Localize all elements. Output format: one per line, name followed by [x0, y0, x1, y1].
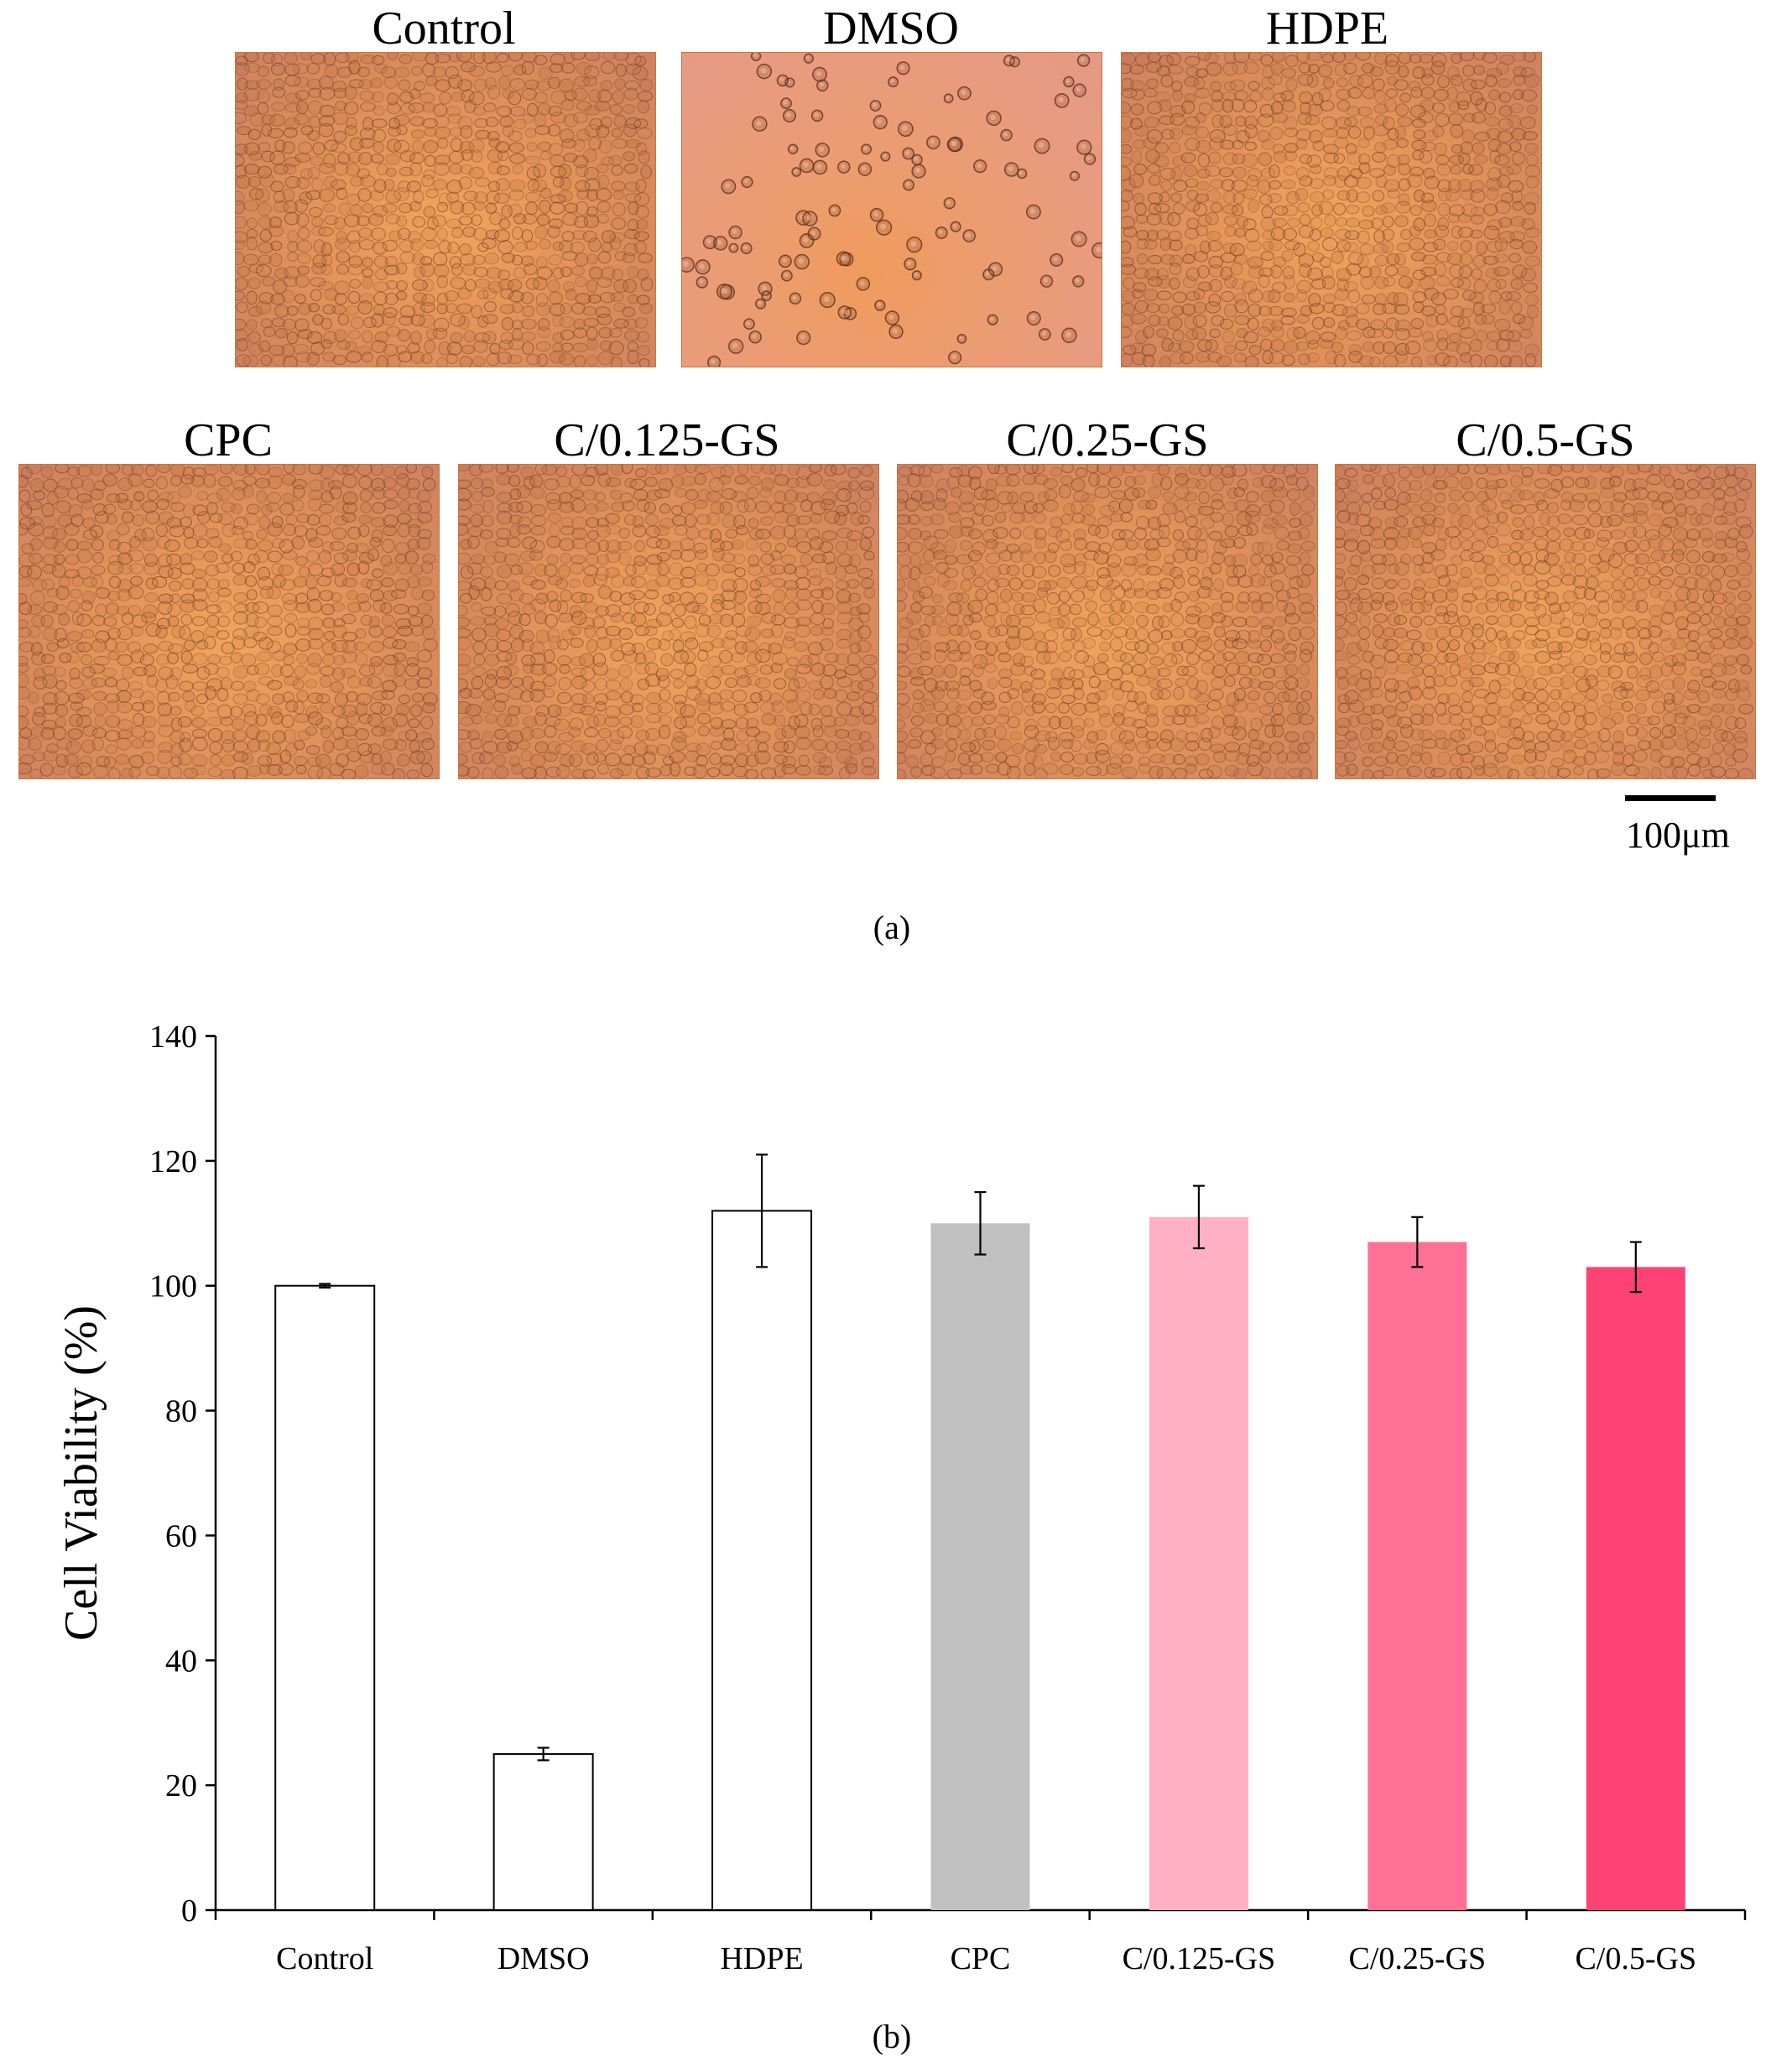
- x-category-label-6: C/0.5-GS: [1575, 1941, 1696, 1976]
- caption-a: (a): [873, 908, 911, 946]
- scale-bar: [1625, 795, 1716, 801]
- cell-viability-bar-chart: 0 20 40 60 80 100 120 140 Cell Viability (%) Cont…: [55, 1019, 1747, 1976]
- y-tick-label: 20: [165, 1768, 197, 1804]
- bar-3: [930, 1223, 1030, 1910]
- micrograph-hdpe: [1121, 52, 1542, 367]
- bar-4: [1149, 1216, 1248, 1910]
- caption-b: (b): [872, 2017, 912, 2055]
- micrograph-label-c05gs: C/0.5-GS: [1456, 414, 1635, 466]
- bar-1: [492, 1752, 594, 1912]
- y-tick-label: 60: [165, 1518, 197, 1554]
- micrograph-label-dmso: DMSO: [823, 3, 959, 55]
- y-axis-title: Cell Viability (%): [55, 1305, 107, 1641]
- micrograph-label-cpc: CPC: [184, 414, 273, 466]
- x-category-label-5: C/0.25-GS: [1349, 1941, 1487, 1976]
- bar-5: [1367, 1242, 1467, 1910]
- micrograph-control: [235, 52, 656, 367]
- micrograph-cpc: [18, 464, 440, 779]
- y-tick-label: 120: [149, 1144, 197, 1179]
- x-category-label-1: DMSO: [498, 1941, 590, 1976]
- y-tick-label: 0: [181, 1893, 197, 1929]
- x-category-label-0: Control: [276, 1941, 373, 1976]
- bar-0: [274, 1284, 376, 1911]
- y-tick-label: 40: [165, 1643, 197, 1679]
- y-tick-label: 100: [149, 1269, 197, 1304]
- micrograph-label-c025gs: C/0.25-GS: [1006, 414, 1209, 466]
- micrograph-c025gs: [897, 464, 1318, 779]
- scale-bar-label: 100μm: [1626, 815, 1730, 856]
- micrograph-label-c0125gs: C/0.125-GS: [554, 414, 780, 466]
- micrograph-label-control: Control: [372, 3, 516, 55]
- micrograph-dmso: [681, 52, 1102, 367]
- micrograph-c0125gs: [458, 464, 879, 779]
- bar-6: [1586, 1267, 1685, 1910]
- y-tick-label: 140: [149, 1019, 197, 1054]
- bar-2: [711, 1210, 813, 1911]
- micrograph-label-hdpe: HDPE: [1265, 3, 1389, 55]
- x-category-label-2: HDPE: [720, 1941, 803, 1976]
- x-category-label-3: CPC: [951, 1941, 1011, 1976]
- x-category-label-4: C/0.125-GS: [1123, 1941, 1276, 1976]
- micrograph-c05gs: [1335, 464, 1756, 779]
- y-tick-label: 80: [165, 1394, 197, 1429]
